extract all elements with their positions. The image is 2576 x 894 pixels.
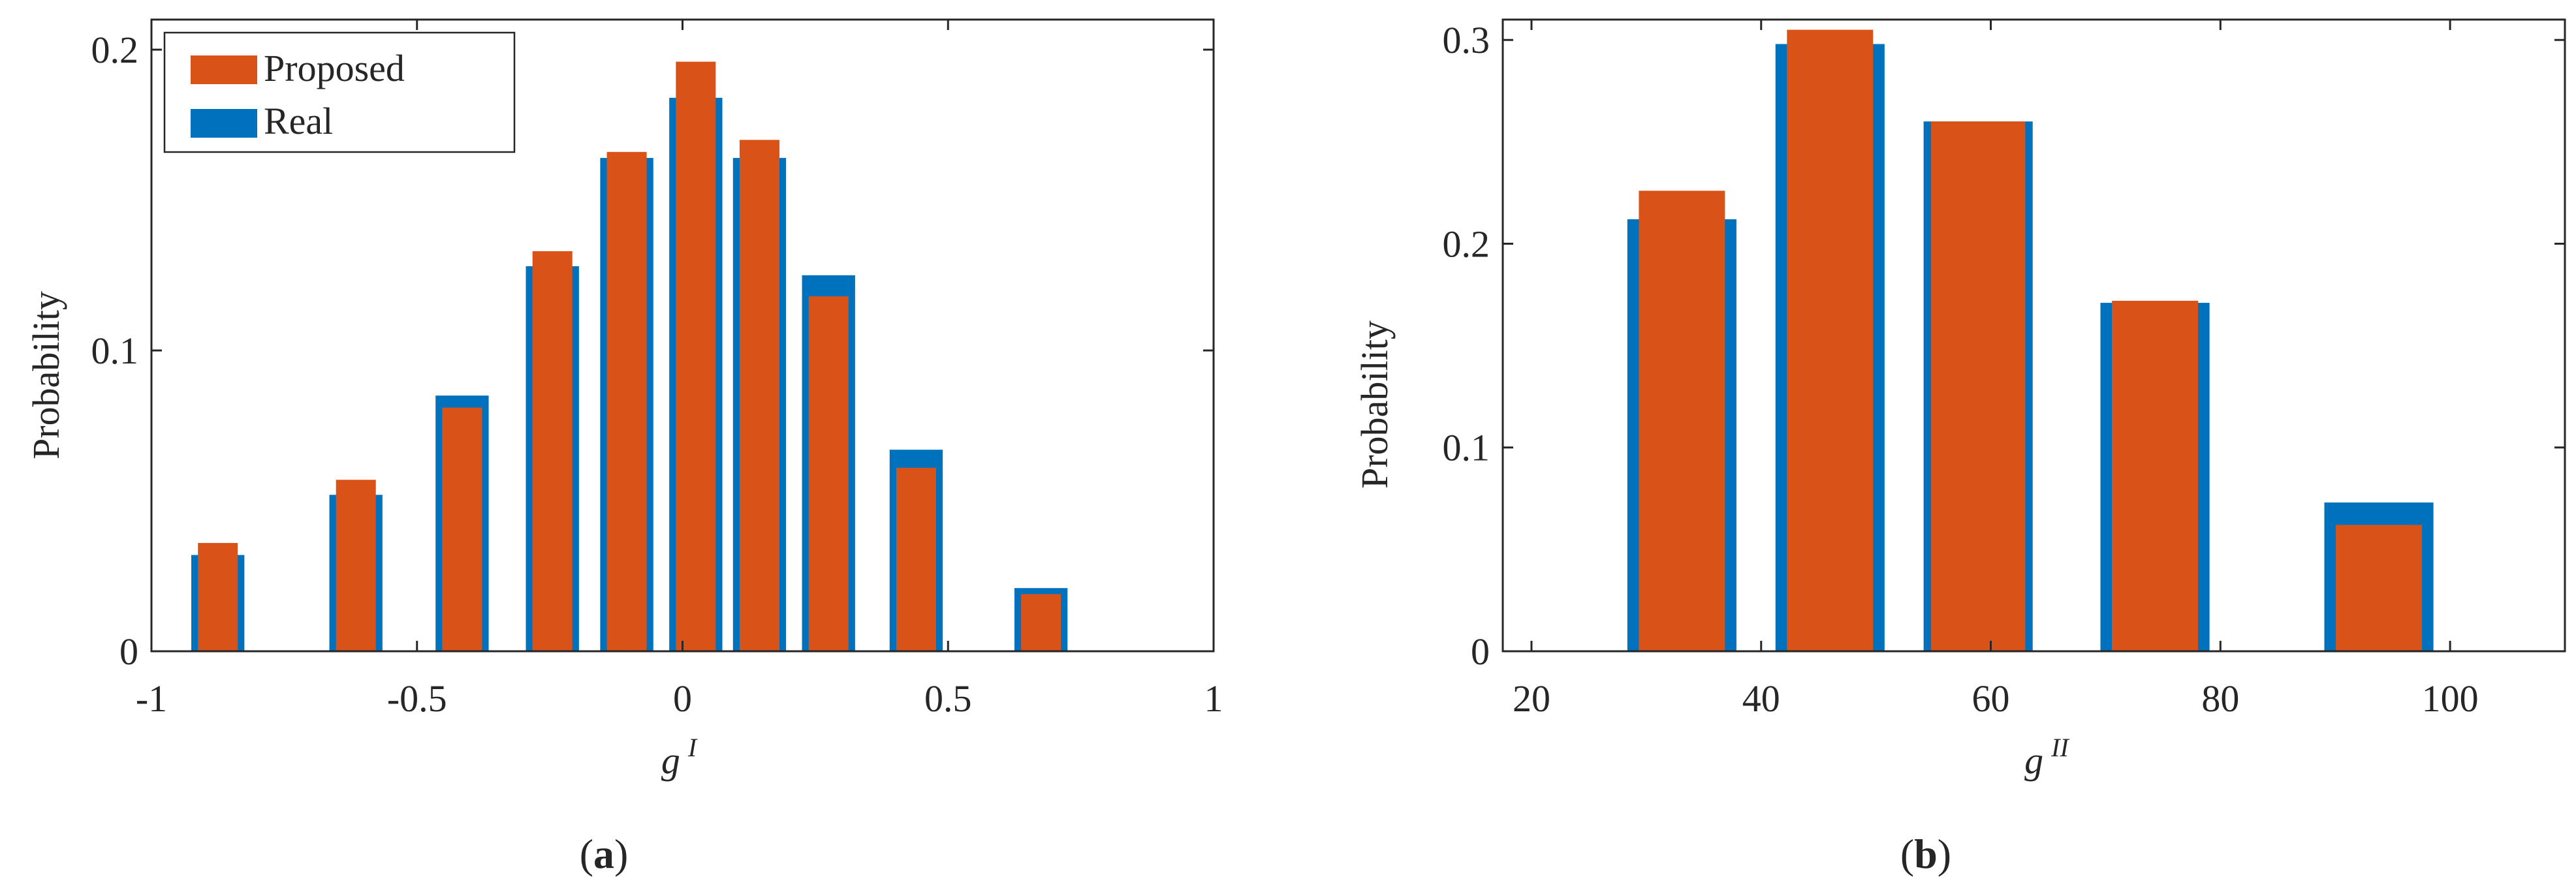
panel-a-xtick-label: -1 <box>136 677 167 720</box>
panel-b-bar-proposed <box>2112 300 2199 651</box>
caption-a-letter: a <box>593 831 614 877</box>
panel-b-bar-proposed <box>1639 191 1725 652</box>
panel-a-xtick-label: -0.5 <box>387 677 447 720</box>
panel-a-ylabel: Probability <box>25 291 67 459</box>
panel-a-xtick-label: 0 <box>673 677 692 720</box>
panel-a-ytick-label: 0.1 <box>91 330 139 372</box>
panel-a-bar-proposed <box>676 61 716 652</box>
panel-b-ticks: 20 40 60 80 100 0 0.1 0.2 0.3 <box>1443 19 2565 720</box>
panel-b-xlabel: g II <box>2024 733 2069 782</box>
panel-a-caption: (a) <box>580 831 629 877</box>
legend-label-real: Real <box>264 100 333 142</box>
legend-swatch-real <box>191 109 257 138</box>
panel-b-ytick-label: 0.3 <box>1443 19 1490 61</box>
panel-a-bars <box>191 61 1068 652</box>
panel-a-bar-proposed <box>532 251 573 651</box>
panel-b-bar-proposed <box>2336 525 2423 651</box>
panel-b-xtick-label: 20 <box>1513 677 1550 720</box>
panel-a-bar-proposed <box>442 407 482 651</box>
panel-a-ytick-label: 0.2 <box>91 29 139 71</box>
caption-a-open: ( <box>580 831 593 877</box>
panel-a-bar-proposed <box>896 467 936 651</box>
panel-b-ytick-label: 0 <box>1471 630 1490 673</box>
caption-a-close: ) <box>614 831 628 877</box>
panel-b-bars <box>1627 29 2434 652</box>
panel-b-ytick-label: 0.1 <box>1443 427 1490 469</box>
panel-a-ticks: -1 -0.5 0 0.5 1 0 0.1 0.2 <box>91 20 1223 720</box>
legend-swatch-proposed <box>191 55 257 84</box>
caption-b-letter: b <box>1914 831 1938 877</box>
panel-b-bar-proposed <box>1931 121 2026 651</box>
panel-a-legend: Proposed Real <box>163 31 516 153</box>
panel-a-bar-proposed <box>336 480 376 651</box>
caption-b-open: ( <box>1900 831 1914 877</box>
legend-label-proposed: Proposed <box>264 47 405 89</box>
panel-a-bar-proposed <box>1021 594 1061 651</box>
panel-b-ytick-label: 0.2 <box>1443 223 1490 265</box>
panel-b-xtick-label: 60 <box>1972 677 2010 720</box>
panel-b-bar-proposed <box>1787 29 1874 651</box>
panel-b-axes-box <box>1501 18 2566 653</box>
panel-b-caption: (b) <box>1900 831 1951 877</box>
panel-a-ytick-label: 0 <box>119 630 138 673</box>
panel-a-bar-proposed <box>808 296 849 652</box>
panel-a-xlabel-superscript: I <box>687 733 698 762</box>
panel-a-bar-proposed <box>739 140 779 651</box>
panel-b-xtick-label: 100 <box>2422 677 2479 720</box>
panel-b-chart: 20 40 60 80 100 0 0.1 0.2 0.3 g II Probability (b… <box>1353 18 2566 877</box>
panel-a-xtick-label: 0.5 <box>924 677 972 720</box>
panel-a-bar-proposed <box>606 151 647 652</box>
panel-a-xlabel-base: g <box>661 739 680 782</box>
panel-b-xlabel-base: g <box>2024 739 2043 782</box>
panel-b-xlabel-superscript: II <box>2050 733 2069 762</box>
caption-b-close: ) <box>1938 831 1951 877</box>
panel-b-xtick-label: 40 <box>1742 677 1780 720</box>
panel-b-ylabel: Probability <box>1353 320 1396 489</box>
panel-a-bar-proposed <box>198 543 238 651</box>
panel-a-xtick-label: 1 <box>1204 677 1223 720</box>
panel-b-xtick-label: 80 <box>2201 677 2239 720</box>
